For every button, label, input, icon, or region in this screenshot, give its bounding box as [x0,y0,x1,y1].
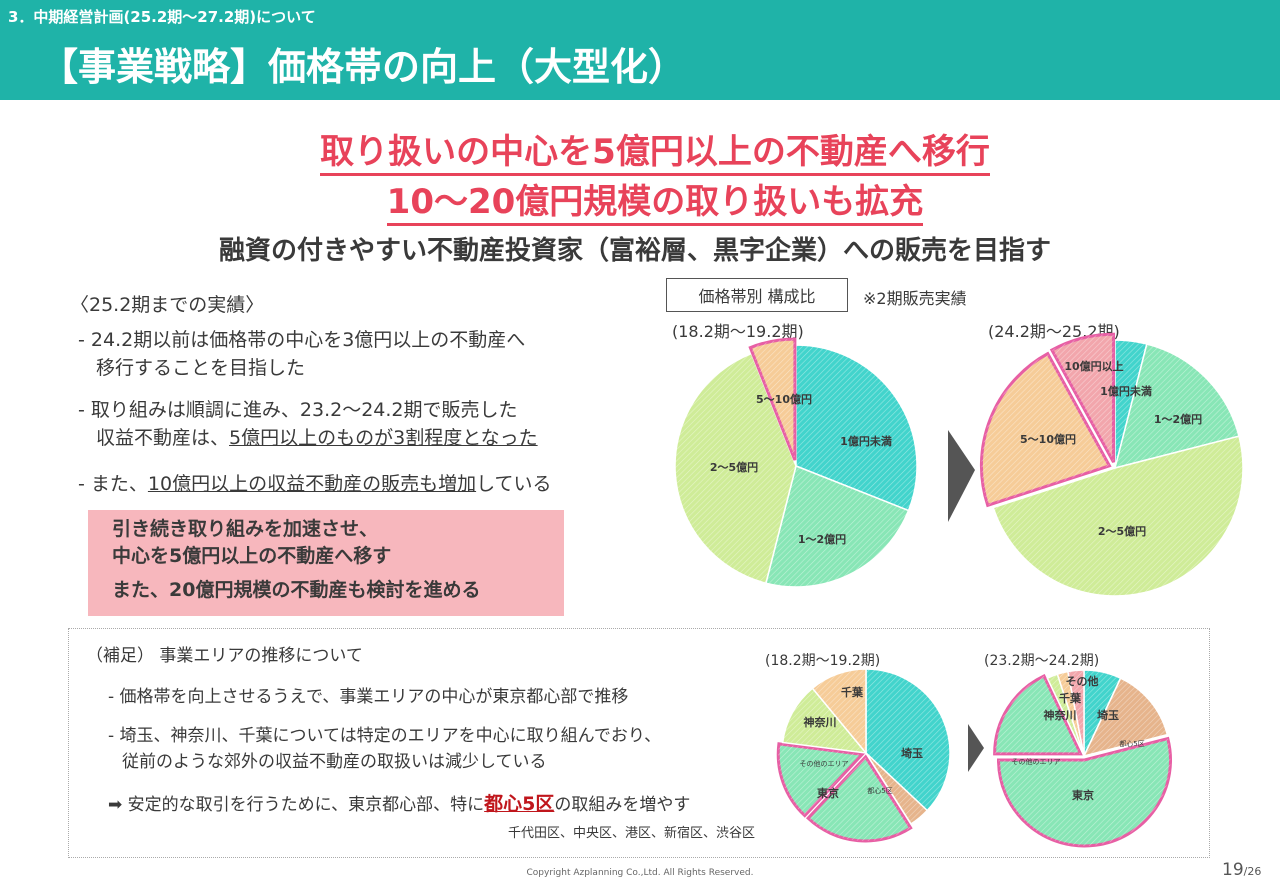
pie-slice-hatch-2 [674,353,796,584]
pie-slice-2 [674,352,797,585]
supplement-bullet-3: ➡ 安定的な取引を行うために、東京都心部、特に都心5区の取組みを増やす [108,793,691,815]
pie-label-2: 2～5億円 [1098,524,1146,538]
headline-2: 10～20億円規模の取り扱いも拡充 [0,174,1280,226]
pie-slice-1 [764,464,910,588]
result-bullet-3: - また、10億円以上の収益不動産の販売も増加している [78,473,552,495]
results-title: 〈25.2期までの実績〉 [70,294,265,316]
result-bullet-1-line-2: 移行することを目指した [96,357,306,379]
callout-line-2: 中心を5億円以上の不動産へ移す [112,545,392,567]
pie-slice-3 [748,337,797,461]
page-number: 19/26 [1222,860,1262,880]
supplement-bullet-2-line-1: - 埼玉、神奈川、千葉については特定のエリアを中心に取り組んでおり、 [108,726,662,746]
pie-slice-hatch-0 [1115,340,1147,468]
price-pie-left: 1億円未満 1～2億円 2～5億円 5～10億円 [674,337,918,588]
pie-slice-hatch-3 [750,339,795,461]
slide-title: 【事業戦略】価格帯の向上（大型化） [40,45,687,89]
result-bullet-1-line-1: - 24.2期以前は価格帯の中心を3億円以上の不動産へ [78,329,526,351]
pie-label-4: 10億円以上 [1064,359,1123,373]
price-band-legend-box: 価格帯別 構成比 [666,278,848,312]
copyright: Copyright Azplanning Co.,Ltd. All Rights… [526,868,754,878]
pie-label-2: 2～5億円 [710,460,758,474]
headline-3: 融資の付きやすい不動産投資家（富裕層、黒字企業）への販売を目指す [218,236,1051,266]
pie-slice-hatch-3 [981,353,1110,506]
pie-label-3: 5～10億円 [1020,432,1076,446]
result-bullet-2-line-2: 収益不動産は、5億円以上のものが3割程度となった [96,427,538,449]
pie-slice-4 [1049,332,1116,463]
price-arrow-icon [948,430,975,522]
supplement-title: （補足） 事業エリアの推移について [86,646,363,666]
price-period-left: (18.2期～19.2期) [672,322,804,341]
callout-line-3: また、20億円規模の不動産も検討を進める [112,579,481,601]
pie-slice-hatch-1 [1115,344,1239,468]
pie-slice-2 [992,435,1244,597]
pie-slice-0 [795,344,918,512]
supplement-bullet-1: - 価格帯を向上させるうえで、事業エリアの中心が東京都心部で推移 [108,687,629,707]
pie-slice-hatch-4 [1051,334,1114,463]
core-5-wards-highlight: 都心5区 [484,793,555,815]
supplement-box [68,628,1210,858]
pie-label-1: 1～2億円 [798,532,846,546]
pie-slice-0 [1114,339,1148,469]
callout-line-1: 引き続き取り組みを加速させ、 [112,518,379,540]
pie-label-3: 5～10億円 [756,392,812,406]
area-period-right: (23.2期～24.2期) [984,653,1100,669]
section-title: 3．中期経営計画(25.2期～27.2期)について [8,8,316,26]
wards-list: 千代田区、中央区、港区、新宿区、渋谷区 [508,826,756,841]
pie-label-1: 1～2億円 [1154,412,1202,426]
pie-slice-hatch-0 [796,345,917,511]
callout-box: 引き続き取り組みを加速させ、 中心を5億円以上の不動産へ移す また、20億円規模… [88,510,564,616]
headline-1: 取り扱いの中心を5億円以上の不動産へ移行 [0,124,1280,176]
pie-label-0: 1億円未満 [840,434,892,448]
area-period-left: (18.2期～19.2期) [765,653,881,669]
supplement-bullet-2-line-2: 従前のような郊外の収益不動産の取扱いは減少している [122,752,547,772]
pie-slice-1 [1113,343,1240,470]
pie-label-0: 1億円未満 [1100,384,1152,398]
header-band: 3．中期経営計画(25.2期～27.2期)について 【事業戦略】価格帯の向上（大… [0,0,1280,100]
result-bullet-2-line-1: - 取り組みは順調に進み、23.2～24.2期で販売した [78,399,518,421]
price-period-right: (24.2期～25.2期) [988,322,1120,341]
pie-slice-hatch-1 [765,466,909,587]
sales-note: ※2期販売実績 [863,289,967,308]
pie-slice-hatch-2 [993,436,1243,596]
pie-slice-3 [979,351,1112,508]
